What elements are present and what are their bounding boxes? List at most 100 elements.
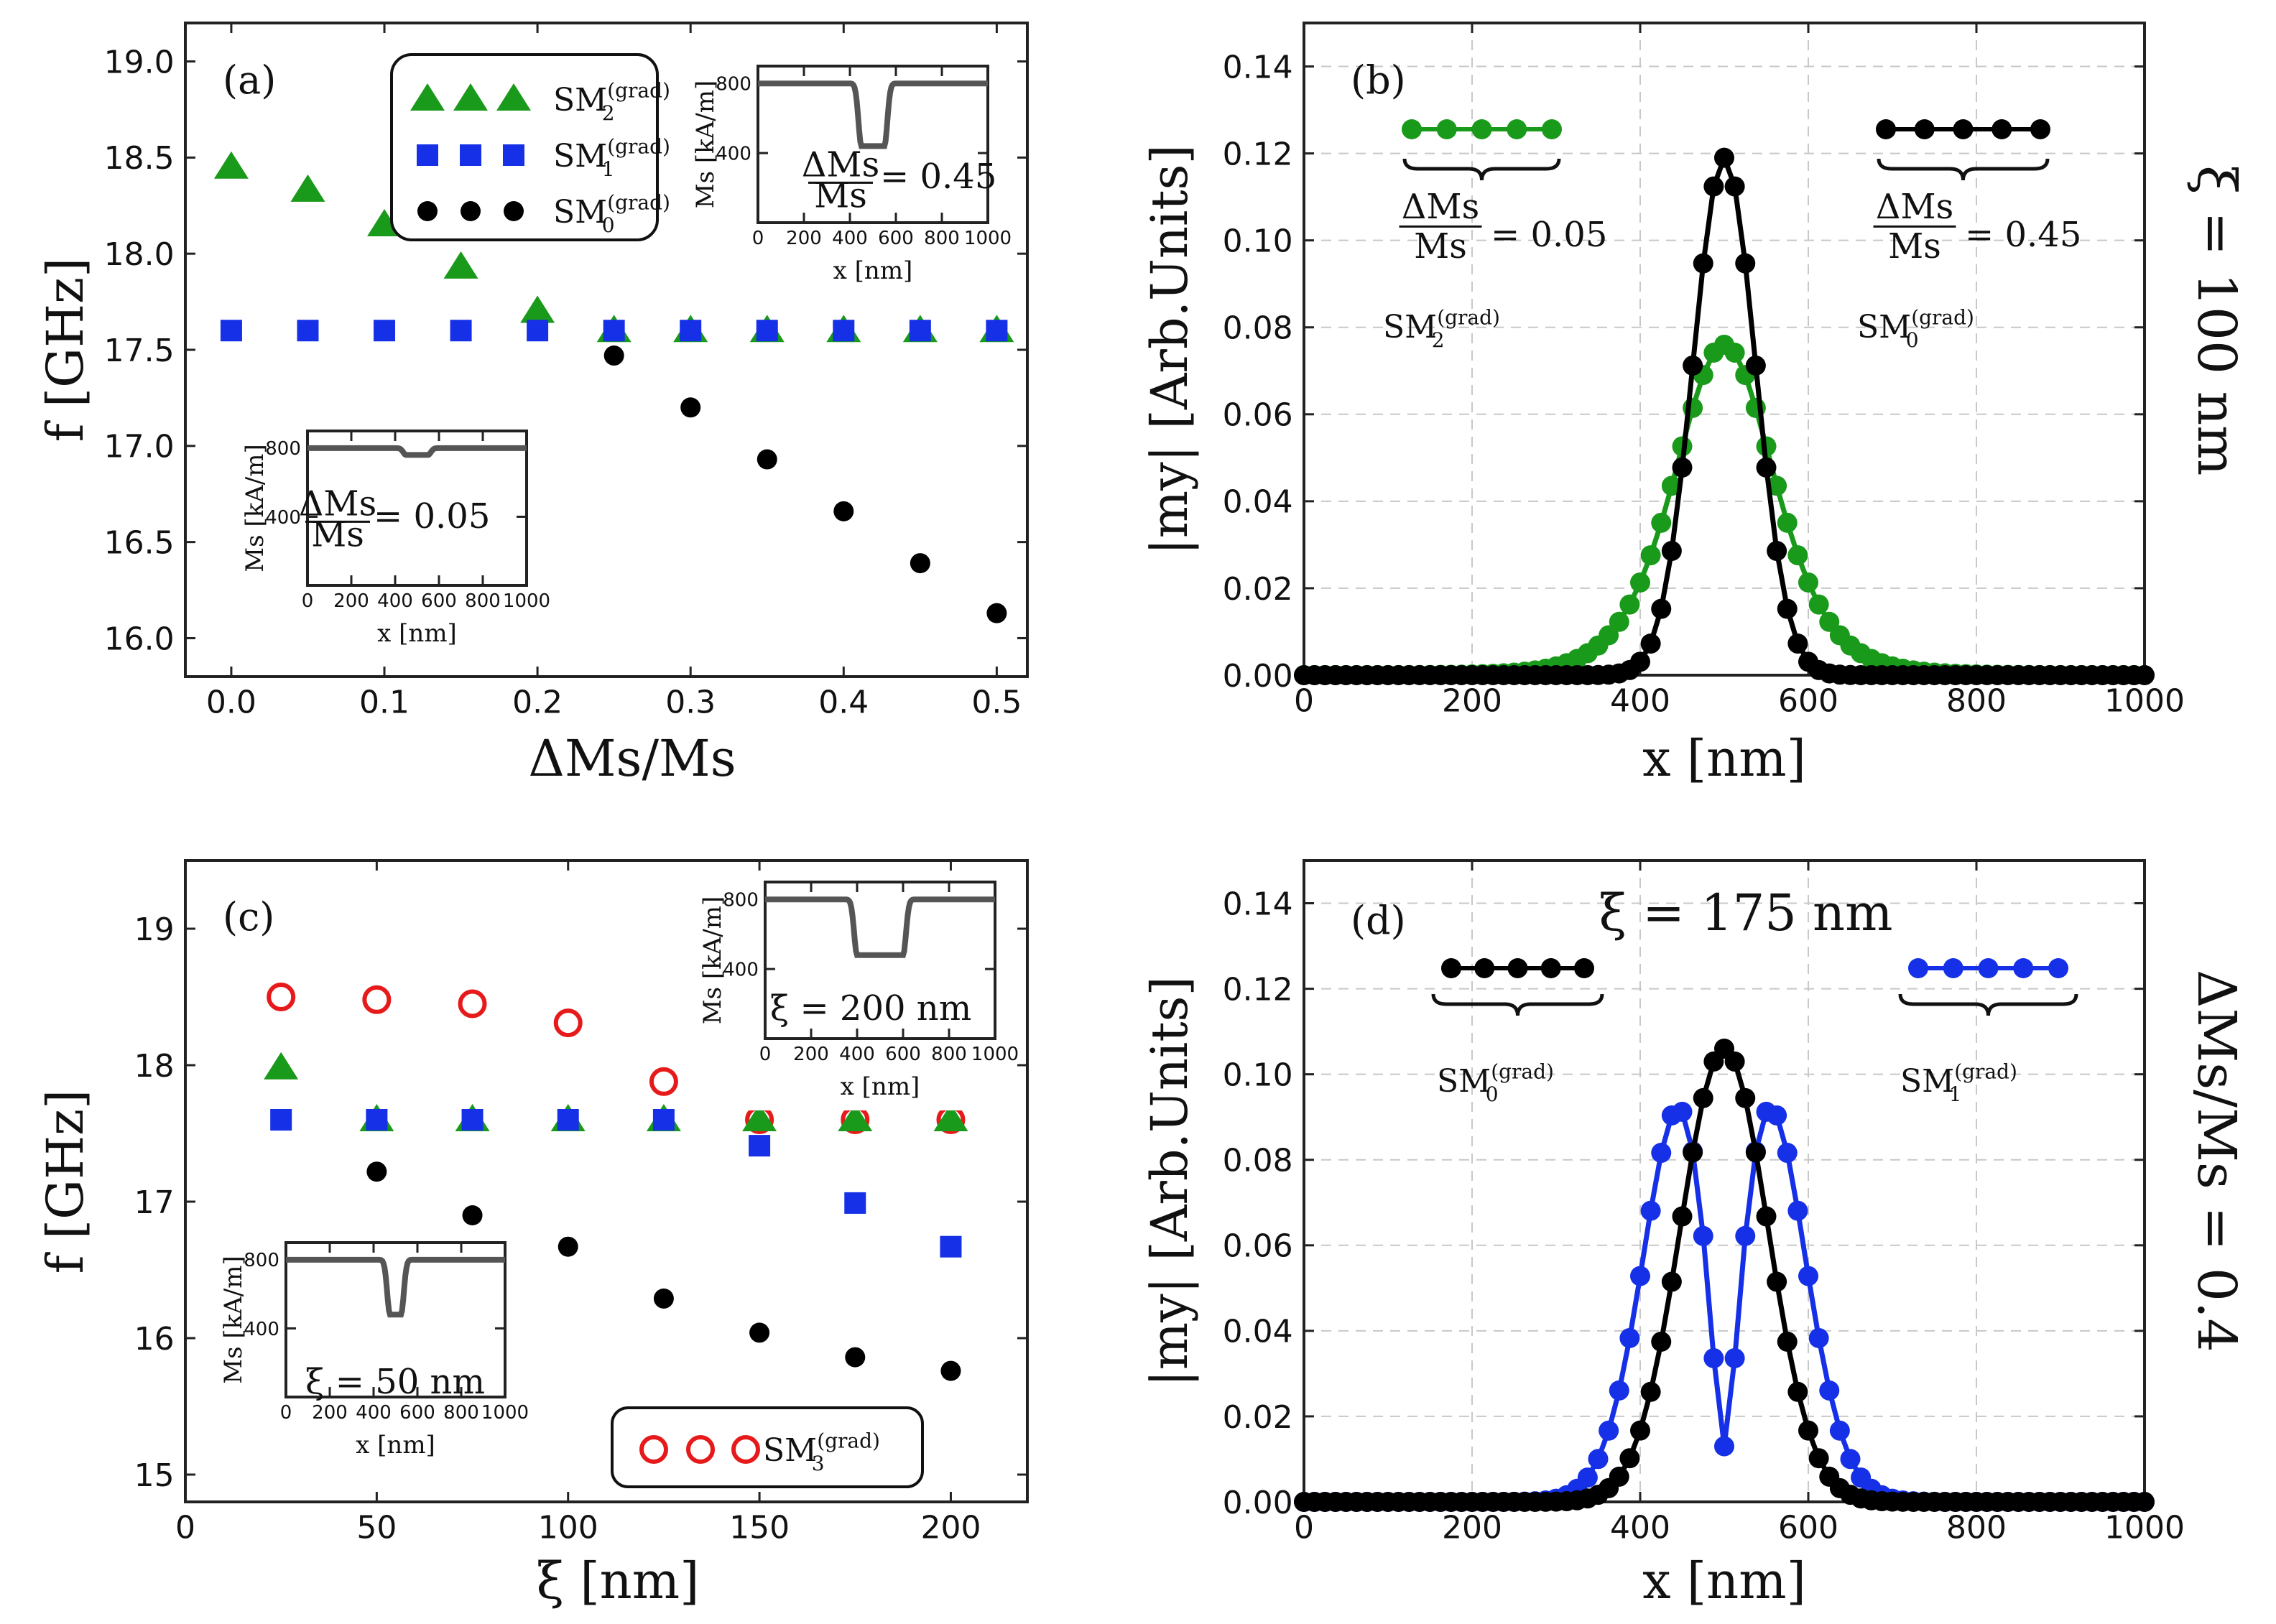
sample-point	[2030, 119, 2050, 139]
fraction-numerator: ΔMs	[299, 483, 376, 524]
sample-point	[1507, 119, 1527, 139]
profile-point	[1703, 176, 1724, 197]
data-point	[462, 1205, 483, 1225]
side-label-top: ξ = 100 nm	[2185, 165, 2247, 475]
data-point	[362, 985, 392, 1014]
legend-marker	[460, 144, 481, 166]
y-tick-label: 0.00	[1223, 1485, 1293, 1521]
axes-frame	[306, 430, 528, 587]
legend-marker	[731, 1435, 760, 1464]
y-tick-label: 17	[134, 1184, 175, 1221]
brace	[1431, 993, 1604, 1016]
data-point	[220, 320, 242, 342]
mode-label: SM(grad) 0	[1857, 306, 1974, 353]
data-point	[520, 295, 555, 323]
profile-point	[1735, 253, 1756, 274]
y-tick-label: 800	[244, 1250, 279, 1271]
x-tick-label: 50	[356, 1510, 397, 1546]
profile-point	[1630, 1266, 1650, 1286]
y-tick-label: 0.12	[1223, 971, 1293, 1008]
y-tick-label: 0.04	[1223, 1314, 1293, 1350]
data-point	[940, 1360, 961, 1381]
panel-label: (a)	[223, 57, 276, 103]
y-tick-label: 16	[134, 1321, 175, 1358]
profile-point	[1651, 512, 1672, 533]
profile-point	[1767, 1105, 1787, 1126]
x-tick-label: 200	[312, 1402, 348, 1424]
x-tick-label: 200	[333, 590, 369, 612]
x-tick-label: 0	[759, 1044, 772, 1065]
series-#1530e6	[1294, 1101, 2155, 1512]
y-tick-label: 400	[716, 143, 751, 164]
sample-point	[1953, 119, 1974, 139]
profile-point	[1693, 253, 1713, 274]
legend-marker	[496, 83, 531, 111]
profile-point	[1609, 611, 1629, 632]
panel-b: 0 200 400 600 800 1000 0.00 0.02 0.04 0.06 0.08 0.1…	[1140, 22, 2185, 788]
profile-point	[1787, 1200, 1808, 1221]
axes-frame	[1303, 22, 2146, 677]
panel-c: 0 50 100 150 200 15 16 17 18 19 (c) ξ [nm] f [GHz] SM…	[36, 859, 1029, 1610]
y-tick-label: 0.06	[1223, 397, 1293, 434]
profile-point	[1735, 1225, 1756, 1246]
fraction-denominator: Ms	[311, 515, 364, 555]
x-axis-label: x [nm]	[1642, 1551, 1806, 1610]
profile-point	[1767, 1271, 1787, 1292]
fraction-denominator: Ms	[1888, 226, 1941, 266]
legend-marker	[461, 201, 481, 221]
legend-marker	[417, 144, 438, 166]
data-point	[461, 1109, 484, 1131]
y-tick-label: 0.08	[1223, 1143, 1293, 1179]
x-tick-label: 1000	[2104, 1510, 2185, 1546]
profile-point	[1777, 1331, 1798, 1352]
profile-point	[1798, 1420, 1818, 1441]
inset-y-label: Ms [kA/m]	[241, 444, 269, 572]
x-tick-label: 0.2	[512, 685, 563, 721]
data-point	[757, 449, 777, 470]
profile-point	[1661, 475, 1682, 496]
x-tick-label: 0.1	[359, 685, 410, 721]
profile-point	[1703, 1347, 1724, 1368]
saturation-profile-line	[286, 1256, 505, 1318]
annotation-value: = 0.45	[1965, 215, 2081, 255]
data-point	[450, 320, 472, 342]
sample-point	[1908, 958, 1928, 978]
fraction-numerator: ΔMs	[1402, 187, 1479, 227]
x-tick-label: 600	[1778, 1510, 1838, 1546]
x-tick-label: 0	[1294, 1510, 1314, 1546]
profile-point	[1808, 594, 1829, 615]
axes-frame	[284, 1241, 506, 1398]
profile-point	[1798, 1266, 1818, 1286]
x-tick-label: 400	[356, 1402, 392, 1424]
series-#000000	[1294, 147, 2155, 685]
x-tick-label: 400	[1610, 683, 1670, 720]
x-tick-label: 800	[924, 228, 960, 249]
y-axis-label: |my| [Arb.Units]	[1140, 976, 1199, 1387]
x-tick-label: 600	[885, 1044, 921, 1065]
data-point	[986, 320, 1008, 342]
profile-point	[1724, 176, 1745, 197]
sample-point	[2048, 958, 2068, 978]
legend-marker	[410, 83, 445, 111]
data-point	[458, 989, 487, 1019]
profile-point	[1808, 1327, 1829, 1348]
profile-point	[1693, 1225, 1713, 1246]
data-point	[940, 1235, 962, 1258]
y-tick-label: 800	[265, 438, 301, 460]
x-tick-label: 1000	[481, 1402, 529, 1424]
data-point	[558, 1236, 578, 1257]
data-point	[652, 1109, 675, 1131]
profile-point	[1777, 598, 1798, 619]
y-tick-label: 400	[244, 1319, 279, 1340]
legend-label: SM(grad) 2	[553, 79, 670, 126]
profile-point	[1640, 634, 1661, 654]
panel-label: (d)	[1351, 898, 1406, 943]
data-point	[845, 1347, 866, 1368]
y-tick-label: 0.10	[1223, 1057, 1293, 1094]
x-tick-label: 100	[538, 1510, 598, 1546]
profile-point	[2134, 1492, 2155, 1512]
profile-point	[1745, 355, 1766, 376]
panel-d: 0 200 400 600 800 1000 0.00 0.02 0.04 0.06 0.08 0.1…	[1140, 859, 2185, 1610]
